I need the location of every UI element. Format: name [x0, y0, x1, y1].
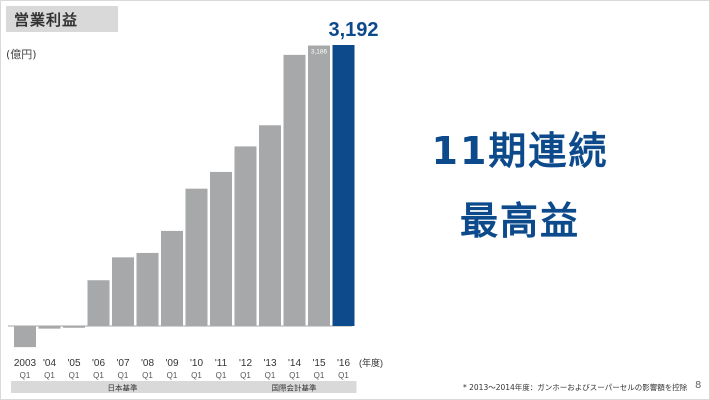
footnote: * 2013～2014年度：ガンホーおよびスーパーセルの影響額を控除	[463, 383, 688, 392]
bar	[308, 45, 330, 326]
x-tick-year-label: '05	[67, 358, 80, 369]
x-tick-year-label: '06	[92, 358, 105, 369]
x-tick-quarter-label: Q1	[338, 371, 349, 380]
bar	[87, 280, 110, 326]
bar	[63, 326, 85, 328]
x-tick-quarter-label: Q1	[118, 371, 129, 380]
bar	[112, 257, 134, 326]
headline-consecutive-periods: 11期連続	[431, 129, 609, 173]
x-tick-year-label: '10	[190, 358, 203, 369]
x-tick-year-label: '13	[263, 358, 276, 369]
x-tick-quarter-label: Q1	[216, 371, 227, 380]
x-tick-quarter-label: Q1	[240, 371, 251, 380]
x-tick-year-label: '08	[141, 358, 154, 369]
x-tick-year-label: '04	[43, 358, 56, 369]
x-axis-title: (年度)	[359, 357, 383, 368]
bar	[332, 45, 355, 326]
x-tick-quarter-label: Q1	[314, 371, 325, 380]
bar	[185, 188, 208, 326]
slide-title-box: 営業利益	[6, 6, 118, 32]
x-tick-quarter-label: Q1	[142, 371, 153, 380]
accounting-standard-label: 日本基準	[108, 383, 138, 393]
x-tick-quarter-label: Q1	[289, 371, 300, 380]
x-tick-year-label: '07	[116, 358, 129, 369]
x-tick-quarter-label: Q1	[69, 371, 80, 380]
accounting-standard-label: 国際会計基準	[272, 383, 317, 393]
bar	[210, 171, 232, 326]
bar	[38, 326, 61, 329]
x-tick-quarter-label: Q1	[44, 371, 55, 380]
bar	[234, 146, 257, 326]
data-label-highlight: 3,192	[328, 19, 378, 41]
x-tick-year-label: '12	[239, 358, 252, 369]
bar	[283, 54, 306, 326]
x-tick-quarter-label: Q1	[93, 371, 104, 380]
x-tick-quarter-label: Q1	[167, 371, 178, 380]
x-tick-quarter-label: Q1	[191, 371, 202, 380]
bar	[161, 230, 183, 326]
accounting-standard-band	[11, 381, 234, 393]
headline-record-profit: 最高益	[459, 199, 580, 243]
x-tick-year-label: '15	[312, 358, 325, 369]
x-tick-quarter-label: Q1	[20, 371, 31, 380]
x-tick-year-label: '16	[337, 358, 350, 369]
data-label: 3,186	[311, 49, 328, 56]
unit-label: (億円)	[6, 48, 37, 61]
bar	[259, 125, 281, 327]
x-tick-quarter-label: Q1	[265, 371, 276, 380]
x-tick-year-label: '09	[165, 358, 178, 369]
bar	[14, 326, 36, 348]
x-tick-year-label: '14	[288, 358, 301, 369]
bar	[136, 252, 159, 326]
slide-title: 営業利益	[14, 11, 79, 29]
x-tick-year-label: 2003	[14, 358, 37, 369]
accounting-standard-band	[231, 381, 357, 393]
x-tick-year-label: '11	[215, 358, 228, 369]
page-number: 8	[695, 380, 702, 391]
